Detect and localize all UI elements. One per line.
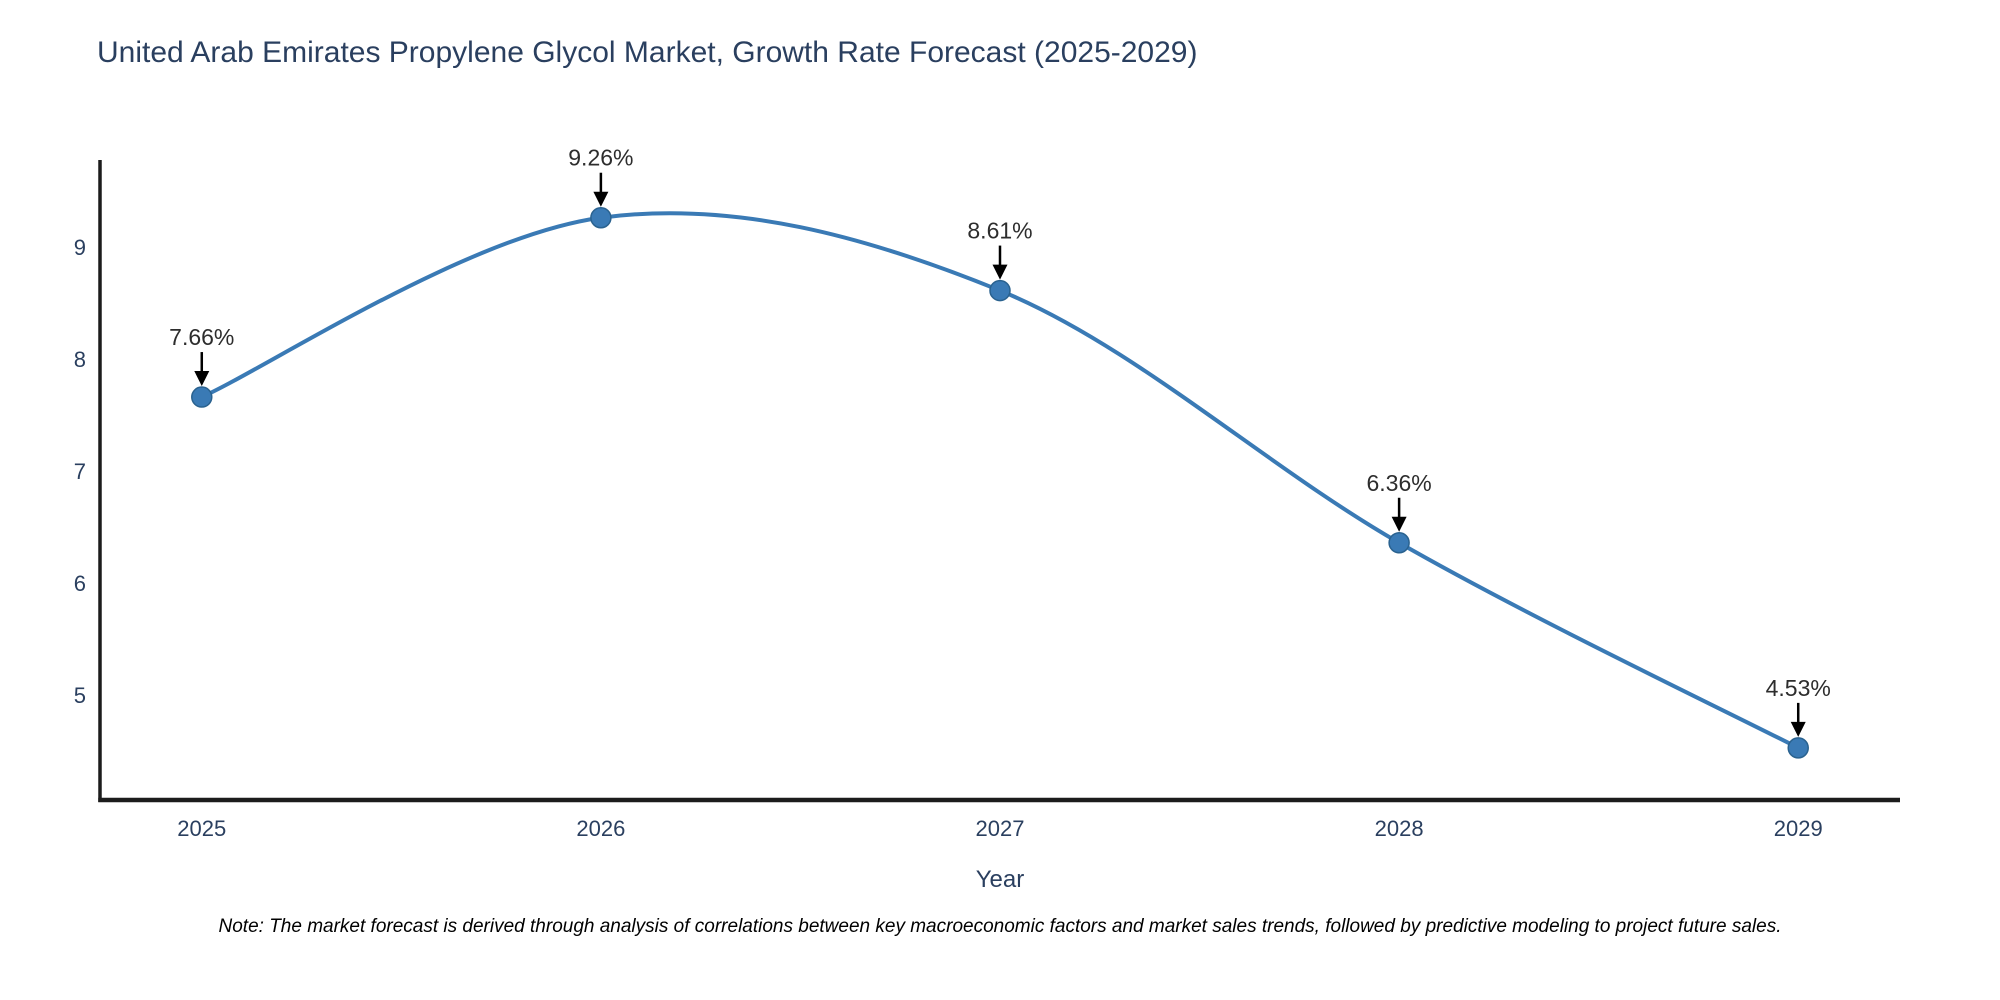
annotation-label: 9.26% [568, 145, 633, 171]
x-tick-label: 2027 [976, 816, 1025, 841]
annotation-arrow-head [194, 371, 210, 387]
data-point-marker [989, 279, 1011, 302]
x-tick-label: 2026 [576, 816, 625, 841]
y-tick-label: 9 [74, 235, 86, 260]
annotation-arrow-head [1790, 721, 1806, 737]
annotation-label: 6.36% [1367, 470, 1432, 496]
x-tick-label: 2025 [177, 816, 226, 841]
x-tick-label: 2028 [1375, 816, 1424, 841]
y-tick-label: 8 [74, 347, 86, 372]
annotation-arrow-head [1391, 516, 1407, 532]
annotation-label: 8.61% [967, 218, 1032, 244]
x-tick-label: 2029 [1774, 816, 1823, 841]
annotation-label: 4.53% [1766, 675, 1831, 701]
data-point-marker [1787, 737, 1809, 759]
data-point-marker [590, 206, 612, 229]
y-tick-label: 6 [74, 571, 86, 596]
chart-footnote: Note: The market forecast is derived thr… [218, 916, 1782, 937]
annotation-arrow-head [593, 191, 609, 207]
data-point-marker [191, 386, 213, 408]
data-point-marker [1388, 532, 1410, 554]
x-axis-title: Year [975, 866, 1025, 893]
annotation-label: 7.66% [169, 324, 234, 350]
y-tick-label: 5 [74, 683, 86, 708]
chart-title: United Arab Emirates Propylene Glycol Ma… [97, 36, 1198, 69]
y-tick-label: 7 [74, 459, 86, 484]
annotation-arrow-head [992, 264, 1008, 280]
